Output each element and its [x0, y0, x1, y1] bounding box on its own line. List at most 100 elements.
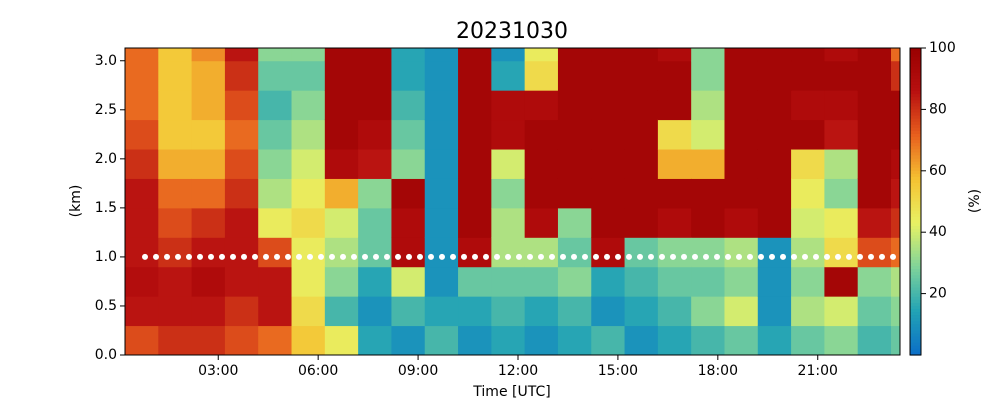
heatmap-cell — [724, 60, 759, 91]
colorbar-step — [910, 232, 921, 236]
heatmap-cell — [324, 207, 359, 238]
heatmap-cell — [391, 119, 426, 150]
heatmap-cell — [891, 325, 900, 355]
heatmap-cell — [125, 237, 159, 268]
heatmap-cell — [324, 237, 359, 268]
heatmap-cell — [258, 266, 293, 297]
heatmap-cell — [824, 60, 859, 91]
heatmap-cell — [391, 60, 426, 91]
heatmap-cell — [657, 266, 692, 297]
heatmap-cell — [891, 60, 900, 91]
x-tick-label: 21:00 — [798, 363, 838, 379]
heatmap-cell — [258, 60, 293, 91]
heatmap-cell — [557, 90, 592, 121]
colorbar-step — [910, 115, 921, 120]
colorbar-step — [910, 238, 921, 243]
heatmap-cell — [358, 48, 392, 62]
heatmap-cell — [291, 325, 326, 355]
colorbar-step — [910, 278, 921, 282]
colorbar-step — [910, 312, 921, 316]
colorbar-step — [910, 219, 921, 224]
heatmap-cell — [224, 90, 259, 121]
heatmap-cell — [291, 60, 326, 91]
x-tick-label: 18:00 — [698, 363, 738, 379]
heatmap-cell — [691, 60, 725, 91]
heatmap-cell — [624, 178, 659, 209]
heatmap-cell — [824, 207, 859, 238]
colorbar-step — [910, 173, 921, 178]
heatmap-cell — [191, 48, 226, 62]
heatmap-cell — [524, 119, 559, 150]
heatmap-cell — [691, 90, 725, 121]
colorbar-step — [910, 222, 921, 227]
y-tick-label: 0.0 — [95, 347, 117, 363]
heatmap-cell — [557, 325, 592, 355]
heatmap-cell — [258, 325, 293, 355]
heatmap-cell — [824, 149, 859, 179]
colorbar-step — [910, 336, 921, 341]
heatmap-cell — [624, 325, 659, 355]
heatmap-cell — [125, 296, 159, 327]
heatmap-cell — [391, 207, 426, 238]
heatmap-cell — [491, 60, 526, 91]
y-tick-label: 2.5 — [95, 102, 117, 118]
heatmap — [125, 48, 900, 355]
heatmap-cell — [891, 90, 900, 121]
colorbar-step — [910, 342, 921, 347]
colorbar-step — [910, 106, 921, 110]
heatmap-cell — [691, 48, 725, 62]
heatmap-cell — [224, 296, 259, 327]
heatmap-cell — [125, 325, 159, 355]
heatmap-cell — [791, 266, 825, 297]
heatmap-cell — [657, 237, 692, 268]
heatmap-cell — [491, 325, 526, 355]
colorbar-step — [910, 69, 921, 74]
heatmap-cell — [724, 325, 759, 355]
heatmap-cell — [791, 119, 825, 150]
colorbar-step — [910, 109, 921, 114]
heatmap-cell — [824, 325, 859, 355]
heatmap-cell — [724, 207, 759, 238]
heatmap-cell — [424, 237, 459, 268]
heatmap-cell — [491, 48, 526, 62]
heatmap-cell — [657, 149, 692, 179]
heatmap-cell — [158, 149, 193, 179]
heatmap-cell — [291, 207, 326, 238]
heatmap-cell — [491, 237, 526, 268]
heatmap-cell — [724, 266, 759, 297]
heatmap-cell — [125, 119, 159, 150]
x-tick-label: 09:00 — [398, 363, 438, 379]
y-tick-label: 1.5 — [95, 200, 117, 216]
heatmap-cell — [324, 119, 359, 150]
heatmap-cell — [524, 48, 559, 62]
heatmap-cell — [791, 178, 825, 209]
colorbar-step — [910, 143, 921, 147]
heatmap-cell — [891, 48, 900, 62]
heatmap-cell — [724, 178, 759, 209]
colorbar-frame — [909, 47, 922, 356]
colorbar-step — [910, 90, 921, 95]
heatmap-cell — [857, 119, 892, 150]
heatmap-cell — [224, 178, 259, 209]
heatmap-cell — [757, 237, 792, 268]
heatmap-cell — [458, 266, 492, 297]
heatmap-cell — [624, 90, 659, 121]
heatmap-cell — [125, 207, 159, 238]
heatmap-cell — [224, 60, 259, 91]
heatmap-cell — [191, 207, 226, 238]
colorbar-step — [910, 351, 921, 356]
heatmap-cell — [458, 237, 492, 268]
y-tick-label: 3.0 — [95, 53, 117, 69]
heatmap-cell — [624, 60, 659, 91]
heatmap-cell — [857, 237, 892, 268]
heatmap-cell — [524, 266, 559, 297]
heatmap-cell — [191, 325, 226, 355]
heatmap-cell — [724, 48, 759, 62]
heatmap-cell — [125, 90, 159, 121]
colorbar-step — [910, 180, 921, 184]
heatmap-cell — [724, 237, 759, 268]
heatmap-cell — [158, 296, 193, 327]
colorbar-step — [910, 269, 921, 273]
colorbar-step — [910, 51, 921, 55]
